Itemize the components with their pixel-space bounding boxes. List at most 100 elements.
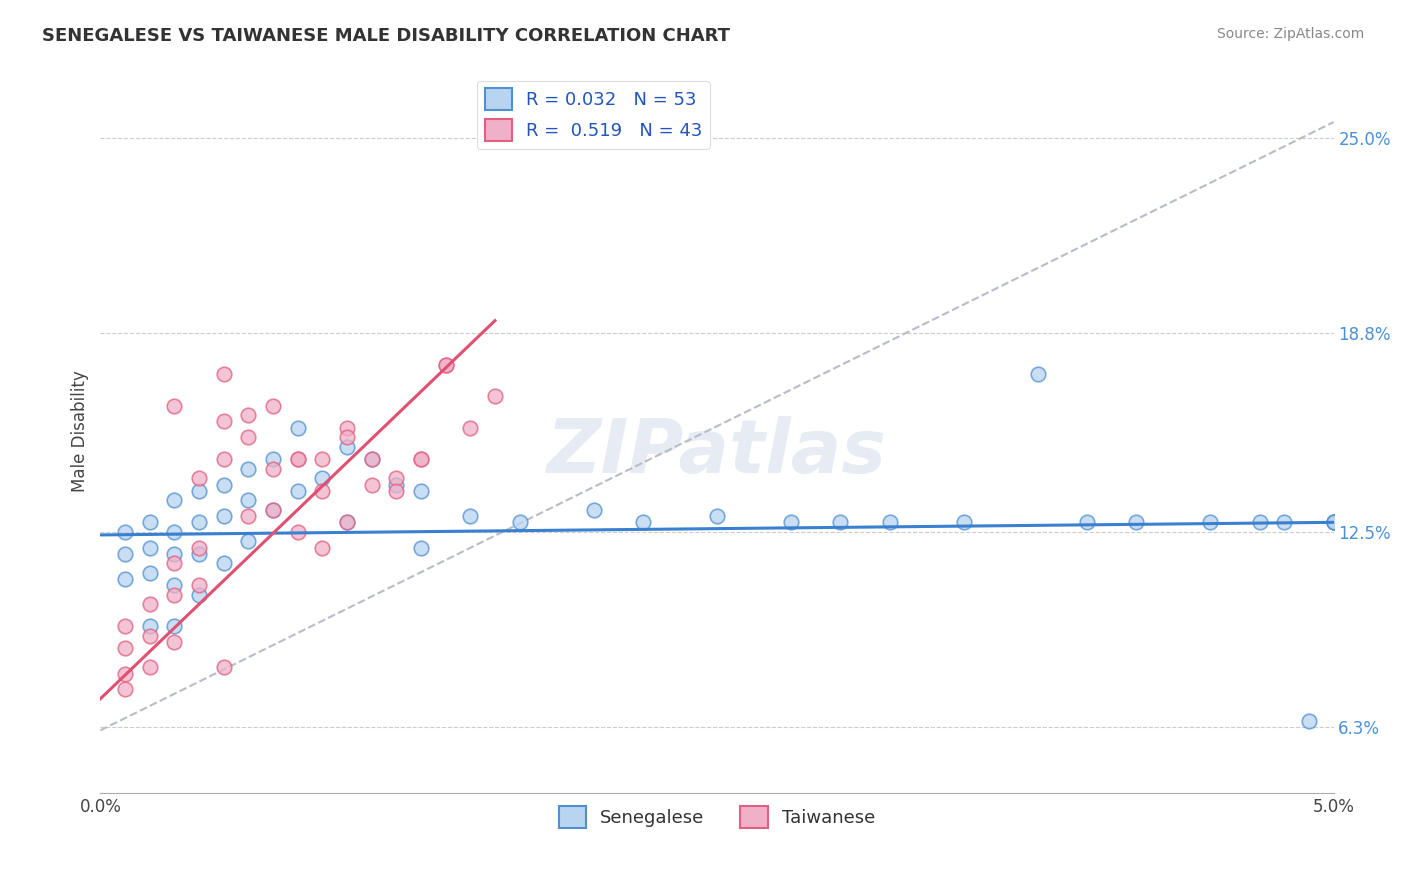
Point — [138, 516, 160, 530]
Point — [212, 415, 235, 429]
Point — [114, 641, 136, 656]
Point — [631, 516, 654, 530]
Point — [212, 477, 235, 491]
Point — [311, 471, 333, 485]
Point — [287, 524, 309, 539]
Point — [238, 462, 260, 476]
Point — [385, 483, 408, 498]
Point — [336, 421, 359, 435]
Point — [163, 635, 186, 649]
Point — [163, 578, 186, 592]
Point — [434, 358, 457, 372]
Point — [138, 566, 160, 580]
Point — [212, 368, 235, 382]
Y-axis label: Male Disability: Male Disability — [72, 370, 89, 491]
Point — [212, 660, 235, 674]
Point — [952, 516, 974, 530]
Legend: Senegalese, Taiwanese: Senegalese, Taiwanese — [551, 798, 883, 835]
Point — [385, 471, 408, 485]
Point — [188, 588, 211, 602]
Point — [163, 399, 186, 413]
Point — [114, 547, 136, 561]
Point — [1322, 516, 1344, 530]
Point — [409, 541, 432, 555]
Point — [409, 483, 432, 498]
Point — [238, 408, 260, 422]
Point — [1298, 714, 1320, 728]
Point — [360, 452, 382, 467]
Point — [212, 452, 235, 467]
Point — [114, 524, 136, 539]
Text: Source: ZipAtlas.com: Source: ZipAtlas.com — [1216, 27, 1364, 41]
Point — [188, 483, 211, 498]
Point — [582, 502, 605, 516]
Point — [1076, 516, 1098, 530]
Point — [188, 578, 211, 592]
Point — [287, 452, 309, 467]
Point — [458, 509, 481, 524]
Point — [163, 547, 186, 561]
Point — [262, 502, 284, 516]
Point — [336, 430, 359, 444]
Text: ZIPatlas: ZIPatlas — [547, 417, 887, 489]
Point — [1199, 516, 1222, 530]
Point — [311, 452, 333, 467]
Point — [163, 619, 186, 633]
Point — [311, 541, 333, 555]
Point — [188, 516, 211, 530]
Point — [188, 541, 211, 555]
Point — [262, 399, 284, 413]
Point — [409, 452, 432, 467]
Point — [780, 516, 803, 530]
Point — [188, 471, 211, 485]
Point — [212, 509, 235, 524]
Point — [1322, 516, 1344, 530]
Point — [188, 547, 211, 561]
Point — [409, 452, 432, 467]
Point — [830, 516, 852, 530]
Point — [360, 452, 382, 467]
Point — [879, 516, 901, 530]
Point — [114, 619, 136, 633]
Point — [163, 524, 186, 539]
Point — [238, 509, 260, 524]
Point — [163, 588, 186, 602]
Point — [706, 509, 728, 524]
Point — [262, 502, 284, 516]
Point — [336, 440, 359, 454]
Point — [1026, 368, 1049, 382]
Point — [262, 452, 284, 467]
Point — [1322, 516, 1344, 530]
Point — [238, 493, 260, 508]
Point — [336, 516, 359, 530]
Point — [163, 556, 186, 570]
Point — [311, 483, 333, 498]
Point — [360, 477, 382, 491]
Point — [238, 430, 260, 444]
Point — [287, 452, 309, 467]
Point — [114, 682, 136, 697]
Point — [336, 516, 359, 530]
Point — [138, 629, 160, 643]
Point — [1125, 516, 1147, 530]
Point — [114, 572, 136, 586]
Point — [1249, 516, 1271, 530]
Point — [238, 534, 260, 549]
Point — [287, 483, 309, 498]
Point — [1322, 516, 1344, 530]
Point — [138, 541, 160, 555]
Point — [163, 493, 186, 508]
Text: SENEGALESE VS TAIWANESE MALE DISABILITY CORRELATION CHART: SENEGALESE VS TAIWANESE MALE DISABILITY … — [42, 27, 730, 45]
Point — [287, 421, 309, 435]
Point — [138, 660, 160, 674]
Point — [138, 597, 160, 611]
Point — [114, 666, 136, 681]
Point — [262, 462, 284, 476]
Point — [212, 556, 235, 570]
Point — [484, 389, 506, 403]
Point — [138, 619, 160, 633]
Point — [434, 358, 457, 372]
Point — [385, 477, 408, 491]
Point — [509, 516, 531, 530]
Point — [1272, 516, 1295, 530]
